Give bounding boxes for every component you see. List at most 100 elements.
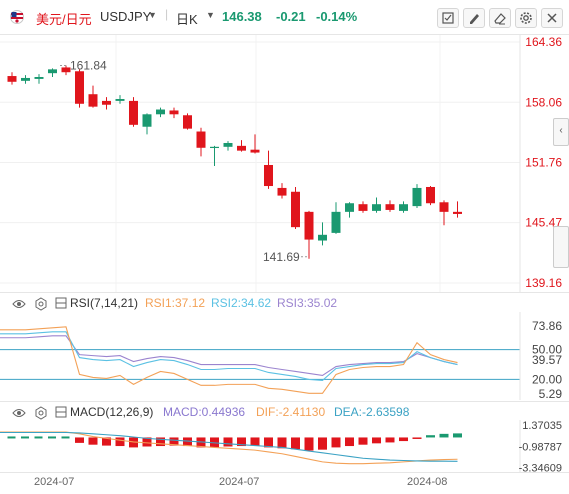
- rsi-tick-label: 73.86: [532, 319, 562, 333]
- candle-body: [318, 234, 327, 241]
- date-label: 2024-07: [34, 476, 75, 488]
- chart-type-icon[interactable]: [55, 406, 67, 418]
- candle-body: [115, 98, 125, 101]
- collapse-handle[interactable]: ‹: [553, 118, 569, 146]
- macd-histogram-bar: [291, 437, 300, 450]
- price-tick-label: 151.76: [525, 156, 562, 170]
- macd-tick-label: 1.37035: [522, 420, 562, 432]
- macd-histogram-bar: [237, 437, 246, 447]
- pair-name: 美元/日元: [36, 12, 92, 27]
- candle-body: [102, 100, 111, 105]
- pane-divider: [0, 292, 569, 293]
- macd-histogram-bar: [264, 437, 273, 448]
- macd-histogram-bar: [34, 436, 43, 439]
- date-label: 2024-07: [219, 476, 260, 488]
- macd-histogram-bar: [88, 437, 98, 445]
- candle-body: [156, 109, 165, 115]
- macd-histogram-bar: [439, 433, 449, 438]
- candle-body: [277, 187, 287, 196]
- macd-histogram-bar: [223, 437, 233, 447]
- candle-body: [34, 77, 44, 79]
- macd-histogram-bar: [21, 436, 29, 439]
- macd-histogram-bar: [102, 437, 111, 446]
- collapse-handle[interactable]: [553, 226, 569, 268]
- candle-body: [237, 145, 246, 151]
- candle-body: [304, 211, 314, 240]
- dea-label: DEA:-2.63598: [334, 405, 410, 419]
- settings-icon[interactable]: [515, 8, 537, 28]
- flag-icon: [10, 10, 24, 24]
- rsi-series-line: [0, 326, 458, 394]
- price-tick-label: 139.16: [525, 276, 562, 290]
- candle-body: [129, 100, 138, 125]
- price-tick-label: 158.06: [525, 95, 562, 109]
- macd-histogram-bar: [358, 437, 368, 445]
- chevron-down-icon[interactable]: ▼: [148, 10, 157, 20]
- chevron-down-icon[interactable]: ▼: [206, 10, 215, 20]
- candle-body: [75, 71, 84, 104]
- macd-histogram-bar: [142, 437, 152, 447]
- price-change: -0.21: [276, 9, 306, 24]
- high-annotation: 161.84: [70, 59, 107, 73]
- settings-icon[interactable]: [34, 406, 48, 420]
- eraser-icon[interactable]: [489, 8, 511, 28]
- candle-body: [345, 203, 354, 212]
- candle-body: [439, 202, 449, 212]
- macd-histogram-bar: [399, 437, 408, 442]
- macd-histogram-bar: [318, 437, 327, 450]
- rsi1-label: RSI1:37.12: [145, 296, 206, 310]
- macd-histogram-bar: [345, 437, 354, 447]
- macd-histogram-bar: [304, 437, 314, 451]
- candle-body: [399, 204, 408, 211]
- macd-histogram-bar: [250, 437, 260, 446]
- candle-body: [142, 114, 152, 127]
- macd-chart[interactable]: 1.37035 -0.98787 -3.34609: [0, 420, 569, 472]
- candle-body: [223, 142, 233, 147]
- price-tick-label: 164.36: [525, 35, 562, 49]
- chart-header: 美元/日元 USDJPY ▼ | 日K ▼ 146.38 -0.21 -0.14…: [0, 0, 569, 35]
- rsi-tick-label: 50.00: [532, 343, 562, 357]
- close-icon[interactable]: [541, 8, 563, 28]
- settings-icon[interactable]: [34, 297, 48, 311]
- rsi3-label: RSI3:35.02: [277, 296, 338, 310]
- dif-label: DIF:-2.41130: [256, 405, 326, 419]
- macd-header: MACD(12,26,9) MACD:0.44936 DIF:-2.41130 …: [0, 403, 569, 421]
- candle-body: [264, 164, 273, 187]
- symbol-selector[interactable]: USDJPY: [100, 9, 152, 24]
- low-annotation: 141.69: [263, 250, 300, 264]
- macd-histogram-bar: [385, 437, 395, 443]
- candle-body: [210, 146, 219, 149]
- checkbox-icon[interactable]: [437, 8, 459, 28]
- candle-body: [21, 77, 30, 81]
- macd-histogram-bar: [183, 437, 192, 447]
- rsi-tick-label: 5.29: [539, 387, 563, 400]
- chart-type-icon[interactable]: [55, 297, 67, 309]
- candle-body: [196, 131, 206, 148]
- macd-histogram-bar: [277, 437, 287, 449]
- rsi-series-line: [0, 331, 458, 381]
- price-change-pct: -0.14%: [316, 9, 358, 24]
- macd-histogram-bar: [7, 436, 16, 439]
- rsi-name: RSI(7,14,21): [70, 296, 139, 310]
- timeframe-selector[interactable]: 日K: [176, 12, 198, 27]
- macd-tick-label: -3.34609: [519, 463, 562, 472]
- candle-body: [385, 204, 395, 210]
- rsi-header: RSI(7,14,21) RSI1:37.12 RSI2:34.62 RSI3:…: [0, 294, 569, 312]
- date-label: 2024-08: [407, 476, 448, 488]
- candle-body: [426, 186, 435, 204]
- price-chart[interactable]: 161.84141.69164.36158.06151.76145.47139.…: [0, 35, 569, 293]
- macd-histogram-bar: [169, 437, 179, 446]
- macd-histogram-bar: [453, 433, 462, 438]
- candle-body: [331, 211, 341, 233]
- visibility-icon[interactable]: [12, 298, 26, 310]
- divider: |: [165, 7, 169, 21]
- last-price: 146.38: [222, 9, 262, 24]
- macd-histogram-bar: [48, 436, 56, 439]
- macd-tick-label: -0.98787: [519, 441, 562, 453]
- visibility-icon[interactable]: [12, 407, 26, 419]
- macd-histogram-bar: [61, 436, 70, 439]
- draw-icon[interactable]: [463, 8, 485, 28]
- macd-name: MACD(12,26,9): [70, 405, 154, 419]
